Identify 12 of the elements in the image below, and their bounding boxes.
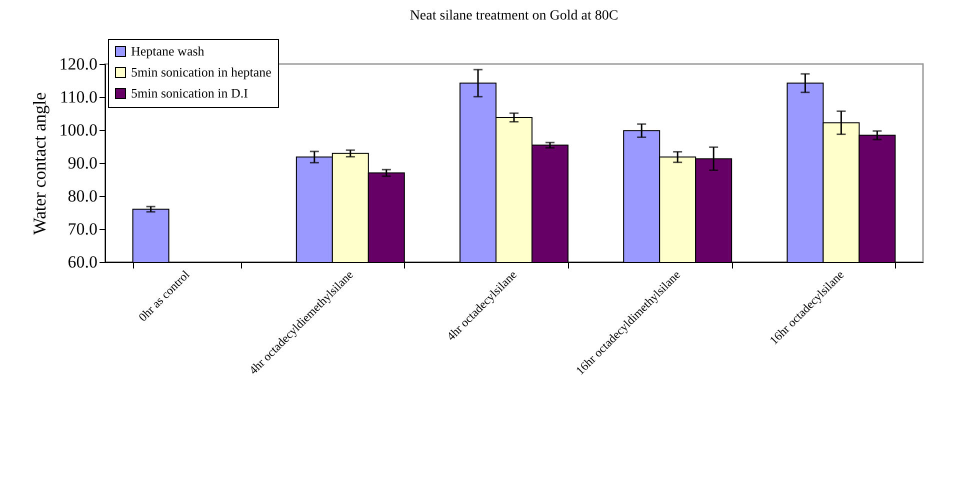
y-tick-label: 60.0	[68, 252, 98, 272]
y-tick-label: 120.0	[59, 54, 98, 74]
y-tick-label: 80.0	[68, 186, 98, 206]
y-tick-label: 90.0	[68, 154, 98, 172]
y-tick-label: 100.0	[59, 120, 98, 140]
legend-label: 5min sonication in D.I	[131, 86, 248, 100]
legend-label: 5min sonication in heptane	[131, 64, 272, 80]
legend-label: Heptane wash	[131, 44, 205, 58]
y-axis-title: Water contact angle	[29, 92, 50, 235]
chart-title: Neat silane treatment on Gold at 80C	[410, 8, 618, 24]
y-tick-label: 70.0	[68, 220, 98, 238]
y-tick-label: 110.0	[60, 88, 98, 106]
